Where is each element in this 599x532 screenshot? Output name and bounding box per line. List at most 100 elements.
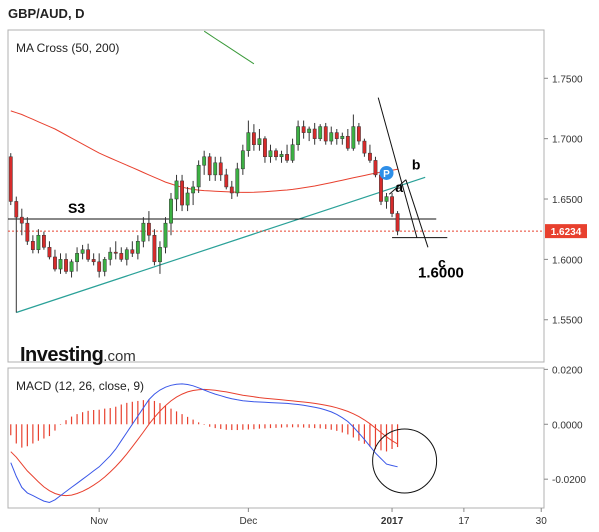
candle-body — [251, 132, 256, 145]
candle-body — [235, 168, 240, 194]
candle-body — [30, 241, 35, 250]
wave-c-label: c — [438, 254, 446, 270]
pivot-marker-label: P — [383, 169, 390, 180]
candle-body — [390, 196, 394, 214]
candle-body — [169, 198, 173, 224]
pivot-marker[interactable]: P — [379, 165, 394, 180]
investing-logo: Investing.com — [20, 344, 136, 366]
candle-body — [218, 162, 223, 176]
candlesticks — [8, 114, 400, 313]
candle-body — [42, 234, 46, 248]
candle-body — [158, 247, 162, 263]
candle-body — [224, 174, 229, 188]
wave-line — [405, 179, 429, 248]
candle-body — [307, 128, 312, 133]
macd-signal-line — [10, 388, 398, 497]
candle-body — [318, 126, 323, 139]
candle-body — [202, 156, 207, 166]
macd-histogram — [10, 399, 399, 452]
candle-body — [119, 253, 124, 260]
wave-b-label: b — [412, 157, 421, 173]
ma200-line — [203, 30, 255, 65]
candle-body — [323, 126, 328, 142]
candle-body — [47, 247, 52, 258]
candle-body — [146, 222, 151, 236]
candle-body — [69, 261, 74, 272]
candle-body — [213, 162, 218, 176]
candle-body — [290, 144, 295, 161]
price-y-axis: 1.7500 1.7000 1.6500 1.6000 1.5500 — [544, 74, 583, 327]
macd-y-tick-label: 0.0000 — [552, 420, 583, 431]
candle-body — [312, 128, 317, 139]
candle-body — [163, 222, 168, 248]
candle-body — [25, 222, 30, 242]
investing-logo-text: Investing.com — [20, 344, 136, 366]
candle-body — [368, 152, 372, 161]
candle-body — [379, 174, 383, 202]
candle-body — [196, 164, 201, 188]
last-price-badge: 1.6234 — [545, 224, 587, 239]
candle-body — [130, 249, 135, 254]
candle-body — [64, 259, 68, 272]
candle-body — [229, 186, 234, 194]
wave-line — [388, 179, 407, 195]
macd-y-axis: 0.0200 0.0000 -0.0200 — [544, 365, 586, 486]
candle-body — [356, 126, 361, 142]
candle-body — [334, 132, 339, 139]
wave-lines — [377, 97, 429, 248]
candle-body — [296, 126, 301, 145]
macd-y-tick-label: -0.0200 — [552, 475, 586, 486]
candle-body — [384, 196, 389, 202]
candle-body — [301, 126, 306, 133]
candle-body — [91, 259, 96, 263]
target-price-label: 1.6000 — [418, 265, 464, 282]
logo-brand: Investing — [20, 344, 103, 366]
price-y-tick-label: 1.6500 — [552, 195, 583, 206]
ma-cross-label: MA Cross (50, 200) — [16, 41, 119, 55]
logo-suffix: .com — [103, 348, 136, 365]
macd-label: MACD (12, 26, close, 9) — [16, 379, 144, 393]
candle-body — [373, 160, 378, 176]
candle-body — [345, 135, 350, 149]
candle-body — [141, 222, 146, 242]
candle-body — [257, 138, 262, 145]
x-tick-label: 30 — [536, 516, 548, 527]
price-panel-frame — [7, 29, 545, 363]
candle-body — [351, 126, 356, 149]
candle-body — [329, 132, 334, 142]
candle-body — [135, 241, 140, 254]
candle-body — [263, 138, 267, 158]
candle-body — [362, 140, 367, 154]
macd-panel-frame — [7, 367, 545, 509]
wave-a-label: a — [395, 179, 403, 195]
candle-body — [97, 261, 102, 272]
candle-body — [124, 249, 129, 260]
price-y-tick-label: 1.7000 — [552, 135, 583, 146]
ma50-line — [10, 110, 398, 193]
candle-body — [395, 213, 400, 232]
candle-body — [174, 180, 179, 200]
candle-body — [207, 156, 212, 176]
x-tick-label: Nov — [90, 516, 108, 527]
candle-body — [340, 135, 345, 139]
candle-body — [86, 249, 91, 260]
price-y-tick-label: 1.5500 — [552, 316, 583, 327]
candle-body — [102, 259, 107, 272]
macd-circle-annotation — [372, 428, 438, 494]
x-tick-label: 17 — [458, 516, 470, 527]
candle-body — [180, 180, 184, 206]
macd-y-tick-label: 0.0200 — [552, 365, 583, 376]
candle-body — [268, 150, 273, 158]
candle-body — [185, 192, 190, 206]
candle-body — [108, 251, 113, 260]
candle-body — [36, 234, 41, 250]
last-price-badge-bg — [545, 224, 587, 239]
candle-body — [285, 154, 289, 161]
candle-body — [191, 186, 196, 194]
candle-body — [240, 150, 245, 170]
x-tick-label: Dec — [239, 516, 257, 527]
candle-body — [19, 216, 24, 224]
last-price-label: 1.6234 — [551, 227, 582, 238]
price-y-tick-label: 1.6000 — [552, 255, 583, 266]
